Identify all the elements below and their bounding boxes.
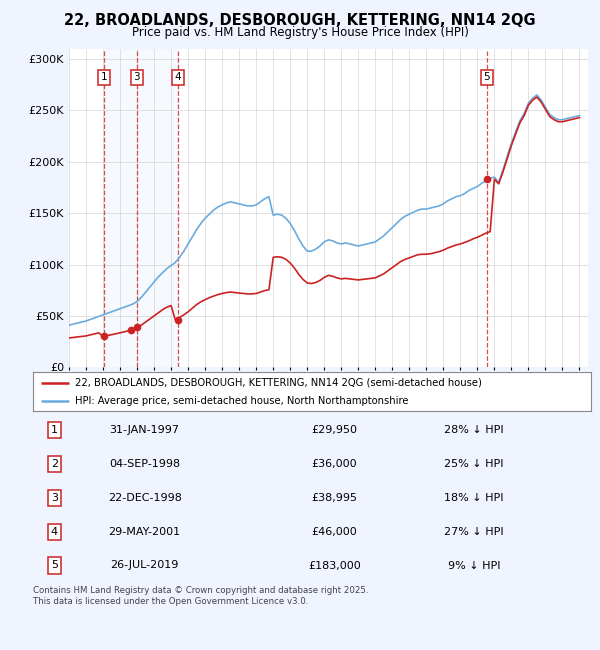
Text: 3: 3 (133, 72, 140, 83)
Text: 22, BROADLANDS, DESBOROUGH, KETTERING, NN14 2QG: 22, BROADLANDS, DESBOROUGH, KETTERING, N… (64, 13, 536, 28)
Text: 26-JUL-2019: 26-JUL-2019 (110, 560, 179, 571)
Text: 04-SEP-1998: 04-SEP-1998 (109, 459, 180, 469)
Text: £46,000: £46,000 (311, 526, 357, 537)
Text: 5: 5 (484, 72, 490, 83)
Text: 29-MAY-2001: 29-MAY-2001 (109, 526, 181, 537)
Text: 22-DEC-1998: 22-DEC-1998 (107, 493, 182, 503)
Text: 1: 1 (101, 72, 108, 83)
Text: £29,950: £29,950 (311, 425, 358, 436)
Text: 4: 4 (175, 72, 181, 83)
Text: 27% ↓ HPI: 27% ↓ HPI (444, 526, 503, 537)
Text: 22, BROADLANDS, DESBOROUGH, KETTERING, NN14 2QG (semi-detached house): 22, BROADLANDS, DESBOROUGH, KETTERING, N… (75, 378, 482, 387)
Text: £38,995: £38,995 (311, 493, 358, 503)
Bar (104, 49, 178, 367)
Text: 4: 4 (50, 526, 58, 537)
Text: 5: 5 (51, 560, 58, 571)
Text: 28% ↓ HPI: 28% ↓ HPI (444, 425, 503, 436)
Text: 9% ↓ HPI: 9% ↓ HPI (448, 560, 500, 571)
Text: Contains HM Land Registry data © Crown copyright and database right 2025.
This d: Contains HM Land Registry data © Crown c… (33, 586, 368, 606)
Text: 3: 3 (51, 493, 58, 503)
Text: 2: 2 (50, 459, 58, 469)
Text: £183,000: £183,000 (308, 560, 361, 571)
Text: Price paid vs. HM Land Registry's House Price Index (HPI): Price paid vs. HM Land Registry's House … (131, 26, 469, 39)
Text: 1: 1 (51, 425, 58, 436)
Text: HPI: Average price, semi-detached house, North Northamptonshire: HPI: Average price, semi-detached house,… (75, 396, 409, 406)
Text: 18% ↓ HPI: 18% ↓ HPI (444, 493, 503, 503)
Text: 31-JAN-1997: 31-JAN-1997 (110, 425, 179, 436)
Text: 25% ↓ HPI: 25% ↓ HPI (444, 459, 503, 469)
Text: £36,000: £36,000 (311, 459, 357, 469)
